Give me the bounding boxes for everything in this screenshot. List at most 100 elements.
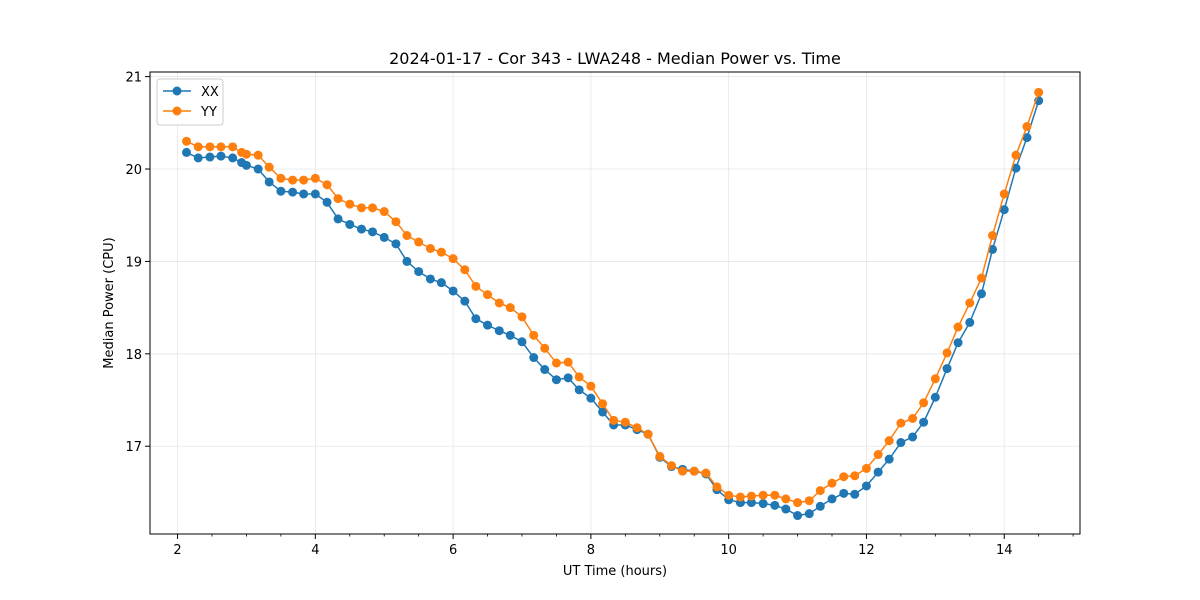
data-point-yy — [551, 358, 561, 368]
data-point-yy — [425, 243, 435, 253]
data-point-xx — [586, 393, 596, 403]
y-tick-label: 20 — [125, 163, 142, 178]
legend-yy-label: YY — [200, 105, 217, 120]
data-point-yy — [299, 175, 309, 185]
data-point-xx — [815, 501, 825, 511]
data-point-xx — [288, 187, 298, 197]
data-point-xx — [228, 153, 238, 163]
data-point-yy — [276, 173, 286, 183]
x-tick-label: 10 — [720, 543, 737, 558]
data-point-yy — [414, 237, 424, 247]
data-point-yy — [770, 490, 780, 500]
x-tick-label: 2 — [173, 543, 181, 558]
data-point-yy — [402, 231, 412, 241]
x-tick-label: 12 — [858, 543, 875, 558]
data-point-xx — [241, 160, 251, 170]
data-point-yy — [540, 343, 550, 353]
data-point-yy — [182, 136, 192, 146]
data-point-yy — [965, 298, 975, 308]
data-point-yy — [391, 217, 401, 227]
data-point-yy — [368, 203, 378, 213]
series-xx-line — [186, 100, 1040, 517]
data-point-yy — [253, 150, 263, 160]
data-point-yy — [999, 189, 1009, 199]
data-point-xx — [368, 227, 378, 237]
data-point-xx — [953, 338, 963, 348]
data-point-yy — [746, 491, 756, 501]
data-point-xx — [436, 278, 446, 288]
data-point-yy — [517, 312, 527, 322]
data-point-yy — [609, 415, 619, 425]
x-tick-label: 8 — [587, 543, 595, 558]
data-point-xx — [908, 432, 918, 442]
data-point-xx — [873, 467, 883, 477]
legend-item-xx: XX — [163, 85, 219, 100]
data-point-xx — [746, 498, 756, 508]
series-xx — [182, 96, 1044, 521]
data-point-xx — [965, 317, 975, 327]
data-point-xx — [976, 289, 986, 299]
data-point-xx — [827, 494, 837, 504]
data-point-yy — [1034, 87, 1044, 97]
data-point-xx — [884, 454, 894, 464]
data-point-xx — [896, 438, 906, 448]
y-axis-label: Median Power (CPU) — [102, 237, 117, 368]
data-point-yy — [861, 463, 871, 473]
data-point-xx — [1022, 133, 1032, 143]
x-axis-label: UT Time (hours) — [563, 564, 667, 579]
data-point-yy — [689, 466, 699, 476]
data-point-xx — [460, 296, 470, 306]
data-point-yy — [586, 381, 596, 391]
x-tick-label: 14 — [996, 543, 1013, 558]
legend-xx-marker — [172, 86, 182, 96]
data-point-yy — [471, 281, 481, 291]
data-point-yy — [241, 149, 251, 159]
data-point-yy — [483, 290, 493, 300]
data-point-xx — [379, 232, 389, 242]
data-point-xx — [804, 509, 814, 519]
data-point-yy — [884, 436, 894, 446]
data-point-xx — [205, 152, 215, 162]
data-point-xx — [448, 286, 458, 296]
data-point-yy — [908, 414, 918, 423]
data-point-xx — [1011, 163, 1021, 173]
data-point-yy — [620, 417, 630, 427]
data-point-yy — [310, 173, 320, 183]
data-point-xx — [930, 392, 940, 402]
data-point-yy — [942, 348, 952, 358]
data-point-yy — [758, 490, 768, 500]
data-point-xx — [299, 189, 309, 199]
legend: XX YY — [156, 78, 224, 126]
data-point-xx — [193, 153, 203, 163]
data-point-xx — [574, 385, 584, 395]
data-point-xx — [276, 186, 286, 196]
data-point-yy — [598, 399, 608, 409]
data-point-yy — [781, 494, 791, 504]
data-point-yy — [850, 471, 860, 481]
data-point-yy — [193, 142, 203, 152]
data-point-yy — [804, 496, 814, 506]
data-point-xx — [770, 500, 780, 510]
data-point-xx — [471, 314, 481, 324]
data-point-xx — [919, 417, 929, 427]
data-point-xx — [540, 365, 550, 375]
data-point-xx — [425, 274, 435, 284]
data-point-xx — [391, 239, 401, 249]
data-point-xx — [253, 164, 263, 174]
series-layer — [182, 87, 1044, 521]
data-point-yy — [655, 451, 665, 461]
data-point-yy — [228, 142, 238, 152]
data-point-xx — [345, 219, 355, 229]
data-point-yy — [793, 498, 803, 508]
data-point-xx — [216, 151, 226, 161]
data-point-yy — [356, 203, 366, 213]
data-point-yy — [666, 461, 676, 471]
data-point-xx — [781, 504, 791, 514]
data-point-yy — [919, 398, 929, 408]
data-point-yy — [494, 298, 504, 308]
y-axis: 17 18 19 20 21 — [125, 71, 150, 455]
data-point-yy — [333, 194, 343, 204]
data-point-xx — [333, 214, 343, 224]
data-point-xx — [793, 511, 803, 521]
data-point-yy — [827, 478, 837, 488]
